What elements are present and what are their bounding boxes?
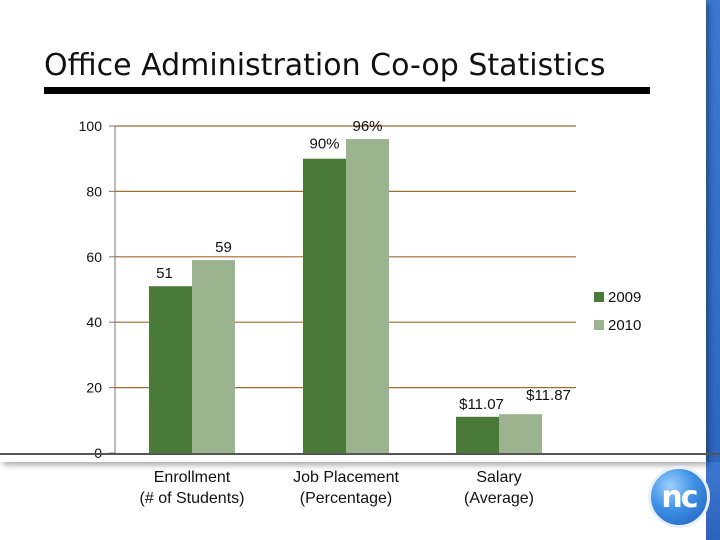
bar-2009-0 (149, 286, 192, 453)
bottom-band (0, 462, 720, 540)
y-tick-label: 60 (86, 249, 102, 265)
legend-label-2010: 2010 (608, 317, 641, 334)
data-label: $11.07 (459, 396, 504, 413)
data-label: 96% (352, 118, 382, 135)
bar-2009-1 (303, 158, 346, 453)
x-category-label: Job Placement (Percentage) (293, 469, 399, 507)
bar-2010-2 (499, 414, 542, 453)
y-tick-label: 100 (79, 118, 103, 134)
bar-2010-0 (192, 260, 235, 453)
data-label: $11.87 (526, 387, 571, 404)
data-label: 90% (309, 136, 339, 153)
data-label: 51 (156, 265, 173, 282)
legend-swatch-2010 (594, 320, 604, 330)
y-tick-label: 40 (86, 314, 102, 330)
bar-2010-1 (346, 139, 389, 453)
y-tick-label: 20 (86, 380, 102, 396)
bar-2009-2 (456, 416, 499, 453)
x-category-label: Salary (Average) (464, 469, 534, 507)
legend-label-2009: 2009 (608, 289, 641, 306)
x-category-label: Enrollment (# of Students) (140, 469, 245, 507)
data-label: 59 (215, 239, 232, 256)
slide-title: Office Administration Co-op Statistics (44, 48, 606, 83)
nc-logo: nc (648, 466, 710, 528)
y-tick-label: 80 (86, 183, 102, 199)
legend-swatch-2009 (594, 292, 604, 302)
title-underline (44, 87, 650, 94)
